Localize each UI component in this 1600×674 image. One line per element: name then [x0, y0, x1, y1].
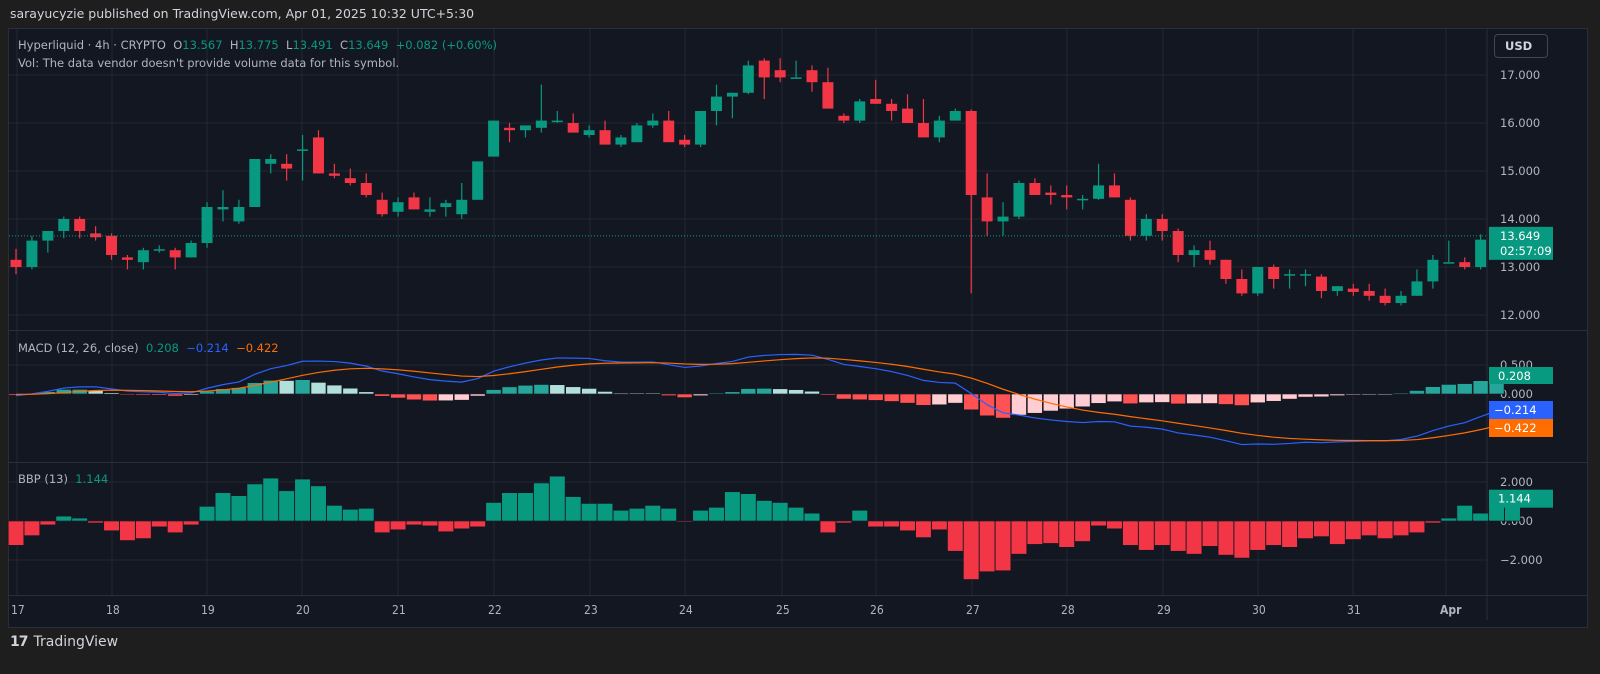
svg-text:−0.422: −0.422 [1494, 421, 1537, 435]
bbp-value: 1.144 [75, 472, 109, 486]
svg-text:13.649: 13.649 [1500, 229, 1540, 243]
macd-title[interactable]: MACD (12, 26, close) [18, 341, 139, 355]
svg-text:1.144: 1.144 [1498, 492, 1531, 506]
svg-text:0.000: 0.000 [1500, 387, 1533, 401]
svg-text:15.000: 15.000 [1500, 164, 1540, 178]
main-legend: Hyperliquid · 4h · CRYPTO O13.567 H13.77… [18, 36, 497, 72]
svg-text:31: 31 [1347, 603, 1361, 617]
macd-signal-value: −0.422 [236, 341, 279, 355]
svg-text:18: 18 [106, 603, 120, 617]
open-value: 13.567 [182, 38, 223, 52]
svg-text:20: 20 [296, 603, 310, 617]
macd-legend: MACD (12, 26, close) 0.208 −0.214 −0.422 [18, 341, 279, 355]
svg-text:−2.000: −2.000 [1500, 553, 1543, 567]
change-value: +0.082 (+0.60%) [395, 38, 497, 52]
svg-text:21: 21 [392, 603, 406, 617]
svg-text:02:57:09: 02:57:09 [1500, 244, 1552, 258]
tradingview-logo-icon: 17 [10, 634, 29, 650]
footer-brand: 17 TradingView [10, 634, 118, 650]
svg-text:Apr: Apr [1440, 603, 1462, 617]
macd-hist-value: 0.208 [145, 341, 179, 355]
svg-text:16.000: 16.000 [1500, 116, 1540, 130]
close-label: C [340, 38, 349, 52]
close-value: 13.649 [348, 38, 389, 52]
bbp-legend: BBP (13) 1.144 [18, 472, 108, 486]
currency-button[interactable]: USD [1494, 34, 1548, 58]
svg-text:2.000: 2.000 [1500, 475, 1533, 489]
svg-text:13.000: 13.000 [1500, 260, 1540, 274]
macd-line-value: −0.214 [186, 341, 229, 355]
svg-text:14.000: 14.000 [1500, 212, 1540, 226]
svg-text:27: 27 [966, 603, 980, 617]
svg-text:12.000: 12.000 [1500, 308, 1540, 322]
low-value: 13.491 [292, 38, 333, 52]
low-label: L [286, 38, 293, 52]
volume-note: Vol: The data vendor doesn't provide vol… [18, 56, 400, 70]
svg-text:24: 24 [679, 603, 693, 617]
high-value: 13.775 [238, 38, 279, 52]
svg-text:17: 17 [11, 603, 25, 617]
svg-text:29: 29 [1157, 603, 1171, 617]
svg-text:30: 30 [1252, 603, 1266, 617]
brand-name: TradingView [33, 634, 119, 650]
svg-text:26: 26 [870, 603, 884, 617]
symbol-label[interactable]: Hyperliquid · 4h · CRYPTO [18, 38, 166, 52]
svg-text:22: 22 [488, 603, 502, 617]
open-label: O [173, 38, 183, 52]
svg-text:0.208: 0.208 [1498, 369, 1531, 383]
svg-text:25: 25 [776, 603, 790, 617]
bbp-title[interactable]: BBP (13) [18, 472, 68, 486]
publisher-line: sarayucyzie published on TradingView.com… [10, 6, 475, 21]
high-label: H [229, 38, 239, 52]
svg-text:23: 23 [584, 603, 598, 617]
svg-text:28: 28 [1061, 603, 1075, 617]
svg-text:17.000: 17.000 [1500, 68, 1540, 82]
svg-text:19: 19 [201, 603, 215, 617]
svg-text:−0.214: −0.214 [1494, 403, 1537, 417]
